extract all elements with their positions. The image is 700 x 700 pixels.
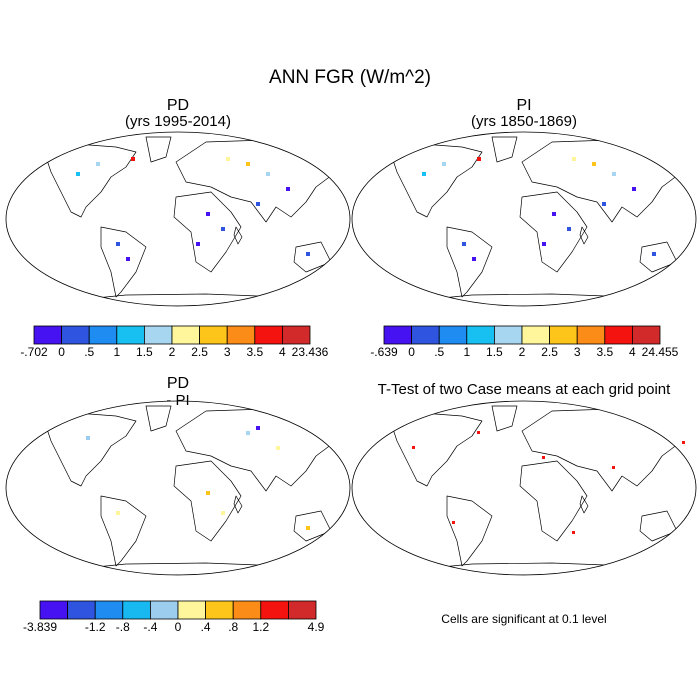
colorbar-box [549,325,578,345]
colorbar-label: 3.5 [596,345,613,359]
colorbar-label: 1.5 [136,345,153,359]
colorbar-box [493,325,523,345]
panel-subtitle: (yrs 1995-2014) [125,113,231,130]
colorbar-box [521,325,551,345]
colorbar-box [177,600,207,620]
colorbar-label: .8 [228,620,238,634]
colorbar-label: 0 [175,620,182,634]
colorbar-label: 3 [224,345,231,359]
colorbar-box [411,325,440,345]
colorbar-box [61,325,90,345]
panel-title: T-Test of two Case means at each grid po… [378,381,671,398]
colorbar-label: 4 [279,345,286,359]
colorbar-box [149,600,179,620]
colorbar-box [199,325,228,345]
panel-subtitle: - PI [166,392,189,409]
colorbar-label: 3.5 [246,345,263,359]
panel-title: PI [516,97,531,114]
colorbar-box [281,325,311,345]
colorbar-box [94,600,124,620]
colorbar-label: 0 [408,345,415,359]
colorbar-label: 2.5 [191,345,208,359]
colorbar-label: 1.2 [252,620,269,634]
colorbar-label: -1.2 [85,620,106,634]
colorbar-box [632,325,661,345]
colorbar-box [67,600,96,620]
colorbar-box [254,325,283,345]
colorbar-box [604,325,633,345]
colorbar-label: 1 [113,345,120,359]
colorbar-box [171,325,201,345]
colorbar-label: .5 [84,345,94,359]
colorbar-box [287,600,317,620]
map [351,131,697,307]
colorbar-label: 4.9 [308,620,325,634]
colorbar-box [232,600,262,620]
colorbar-label: 0 [58,345,65,359]
colorbar-label: -.702 [20,345,48,359]
map [351,400,697,576]
colorbar-label: 4 [629,345,636,359]
map [5,400,351,576]
colorbar-box [226,325,256,345]
colorbar-box [466,325,495,345]
colorbar-label: 24.455 [642,345,679,359]
colorbar-label: -.4 [143,620,157,634]
colorbar-label: -.639 [370,345,398,359]
colorbar-label: 3 [574,345,581,359]
panel-title: PD [167,97,189,114]
colorbar-label: 2 [169,345,176,359]
colorbar-box [438,325,468,345]
colorbar-box [576,325,606,345]
colorbar-label: 1 [463,345,470,359]
colorbar-label: 23.436 [292,345,329,359]
colorbar-box [116,325,145,345]
colorbar-box [39,600,69,620]
colorbar-box [260,600,289,620]
colorbar-box [122,600,151,620]
panel-subtitle: (yrs 1850-1869) [471,113,577,130]
colorbar-label: 2 [519,345,526,359]
colorbar-label: .4 [201,620,211,634]
colorbar-label: -3.839 [23,620,57,634]
colorbar-box [383,325,413,345]
colorbar-label: -.8 [116,620,130,634]
figure-title: ANN FGR (W/m^2) [269,67,431,88]
panel-title: PD [167,375,189,392]
colorbar-label: .5 [434,345,444,359]
colorbar-box [33,325,63,345]
colorbar-box [143,325,173,345]
colorbar-label: 1.5 [486,345,503,359]
colorbar-box [88,325,118,345]
colorbar-label: 2.5 [541,345,558,359]
map [5,131,351,307]
colorbar-box [205,600,234,620]
note: Cells are significant at 0.1 level [441,612,606,626]
